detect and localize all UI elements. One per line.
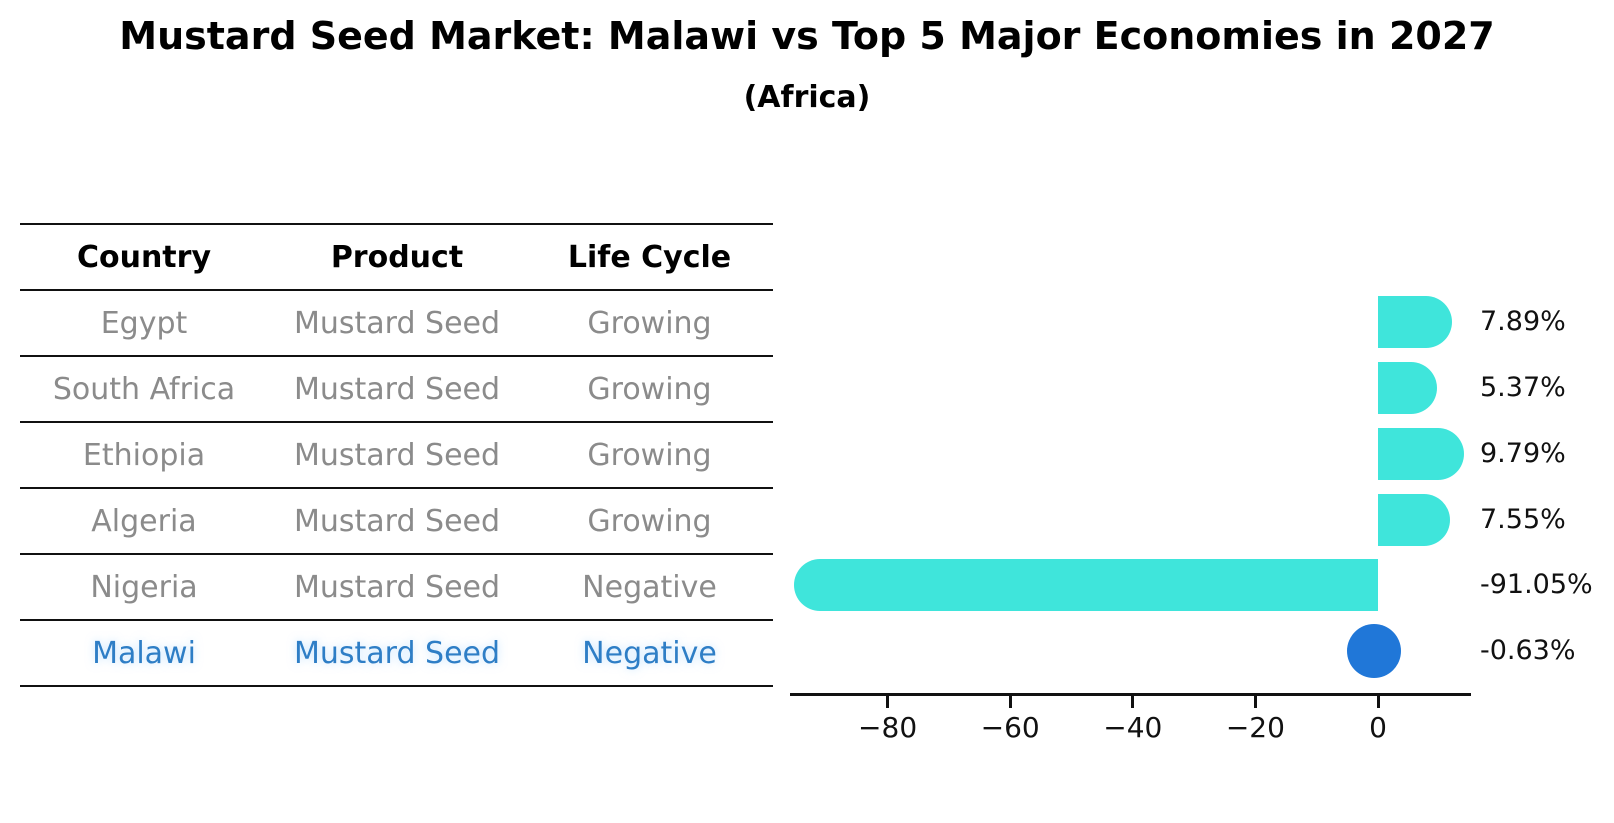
x-axis-tick [1131,696,1135,708]
country-cell: Ethiopia [82,437,206,473]
bar-nigeria [793,559,1378,612]
product-cell: Mustard Seed [293,503,501,539]
value-label-south-africa: 5.37% [1480,371,1566,403]
bar-algeria [1378,493,1451,546]
value-label-ethiopia: 9.79% [1480,437,1566,469]
product-cell: Mustard Seed [293,437,501,473]
bar-egypt [1378,296,1453,348]
x-axis-tick-label: −60 [980,711,1040,744]
product-cell: Mustard Seed [293,371,501,407]
bar-south-africa [1378,361,1437,414]
value-label-malawi: -0.63% [1480,635,1576,667]
table-row-malawi: Malawi Mustard Seed Negative [20,619,773,687]
bar-dot-malawi [1347,624,1402,679]
bar-ethiopia [1378,427,1464,480]
table-row-algeria: Algeria Mustard Seed Growing [20,487,773,553]
life-cycle-cell: Negative [582,635,717,671]
value-label-egypt: 7.89% [1480,306,1566,337]
product-cell: Mustard Seed [293,569,501,605]
life-cycle-cell: Negative [582,569,717,605]
country-table: Country Product Life Cycle Egypt Mustard See… [20,223,773,687]
table-row-ethiopia: Ethiopia Mustard Seed Growing [20,421,773,487]
table-row-nigeria: Nigeria Mustard Seed Negative [20,553,773,619]
life-cycle-cell: Growing [587,371,712,407]
x-axis-tick-label: −80 [858,711,918,744]
life-cycle-cell: Growing [587,437,712,473]
x-axis-tick-label: −40 [1103,711,1163,744]
x-axis-tick [886,696,890,708]
product-cell: Mustard Seed [293,635,501,671]
table-row-south-africa: South Africa Mustard Seed Growing [20,355,773,421]
value-label-algeria: 7.55% [1480,503,1566,535]
country-cell: South Africa [52,371,236,407]
column-header-country: Country [76,239,212,275]
chart-subtitle: (Africa) [743,80,871,115]
x-axis-tick [1253,696,1257,708]
chart-title: Mustard Seed Market: Malawi vs Top 5 Maj… [119,14,1495,58]
column-header-life-cycle: Life Cycle [567,239,732,275]
life-cycle-cell: Growing [587,503,712,539]
life-cycle-cell: Growing [587,305,712,341]
x-axis-line [790,693,1471,696]
value-label-nigeria: -91.05% [1480,569,1593,601]
country-cell: Egypt [100,305,188,341]
country-cell: Malawi [92,635,196,671]
country-cell: Nigeria [90,569,198,605]
x-axis-tick-label: 0 [1369,711,1387,744]
product-cell: Mustard Seed [293,305,501,341]
x-axis-tick-label: −20 [1225,711,1285,744]
x-axis-tick [1376,696,1380,708]
country-cell: Algeria [91,503,197,539]
x-axis-tick [1008,696,1012,708]
table-row-egypt: Egypt Mustard Seed Growing [20,289,773,355]
table-header-row: Country Product Life Cycle [20,223,773,289]
column-header-product: Product [330,239,464,275]
